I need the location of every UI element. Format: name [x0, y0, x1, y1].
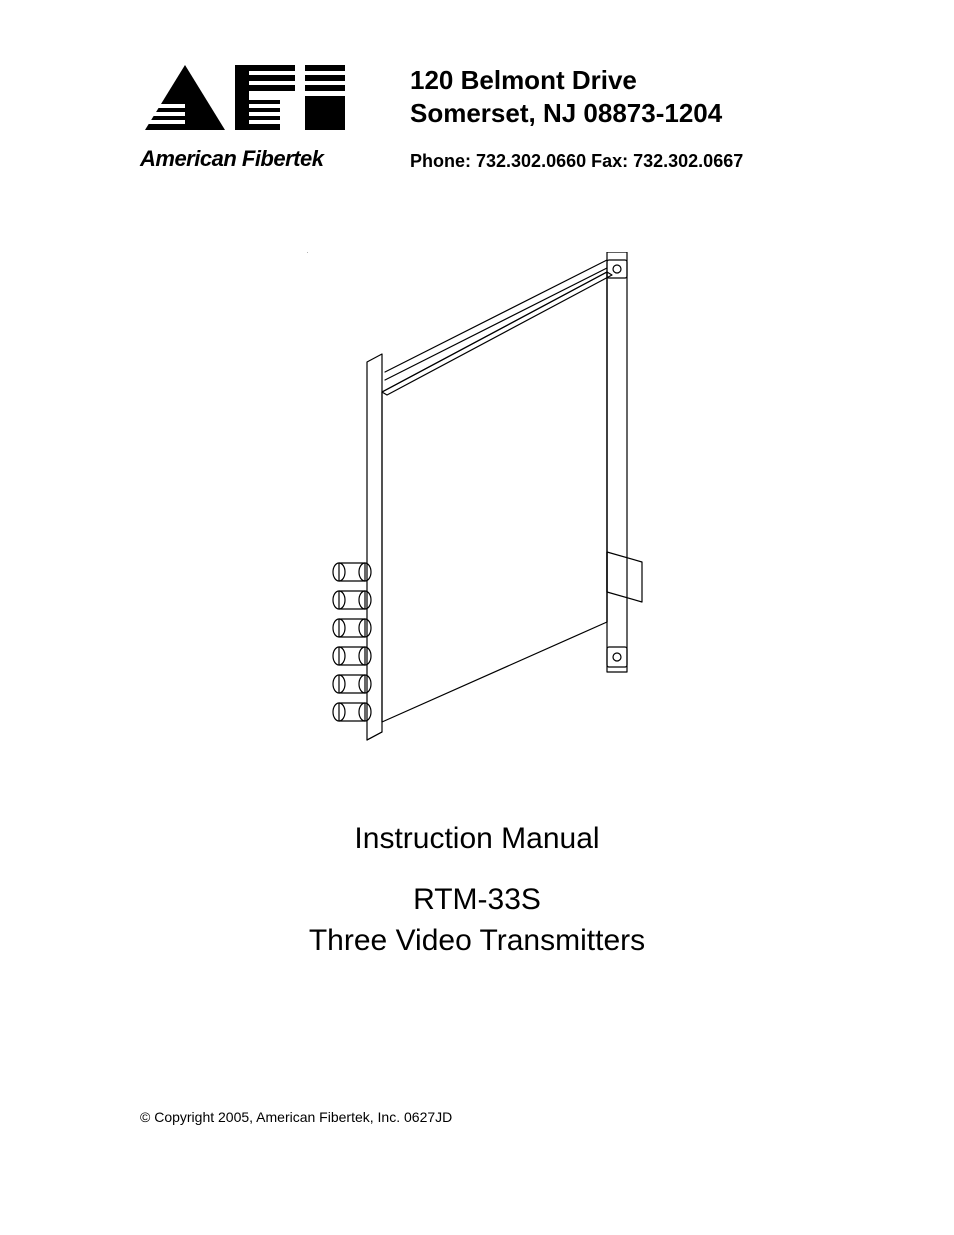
title-main: Instruction Manual: [140, 822, 814, 856]
title-model: RTM-33S: [140, 880, 814, 921]
title-block: Instruction Manual RTM-33S Three Video T…: [140, 822, 814, 961]
afi-logo-icon: [140, 60, 370, 140]
company-name: American Fibertek: [140, 146, 370, 172]
title-description: Three Video Transmitters: [140, 921, 814, 962]
header: American Fibertek 120 Belmont Drive Some…: [140, 60, 814, 172]
phone-fax-line: Phone: 732.302.0660 Fax: 732.302.0667: [410, 151, 743, 172]
address-block: 120 Belmont Drive Somerset, NJ 08873-120…: [410, 60, 743, 172]
device-line-drawing: [307, 252, 647, 752]
address-line-1: 120 Belmont Drive: [410, 64, 743, 97]
address-line-2: Somerset, NJ 08873-1204: [410, 97, 743, 130]
copyright-line: © Copyright 2005, American Fibertek, Inc…: [140, 1109, 452, 1125]
company-logo-block: American Fibertek: [140, 60, 370, 172]
